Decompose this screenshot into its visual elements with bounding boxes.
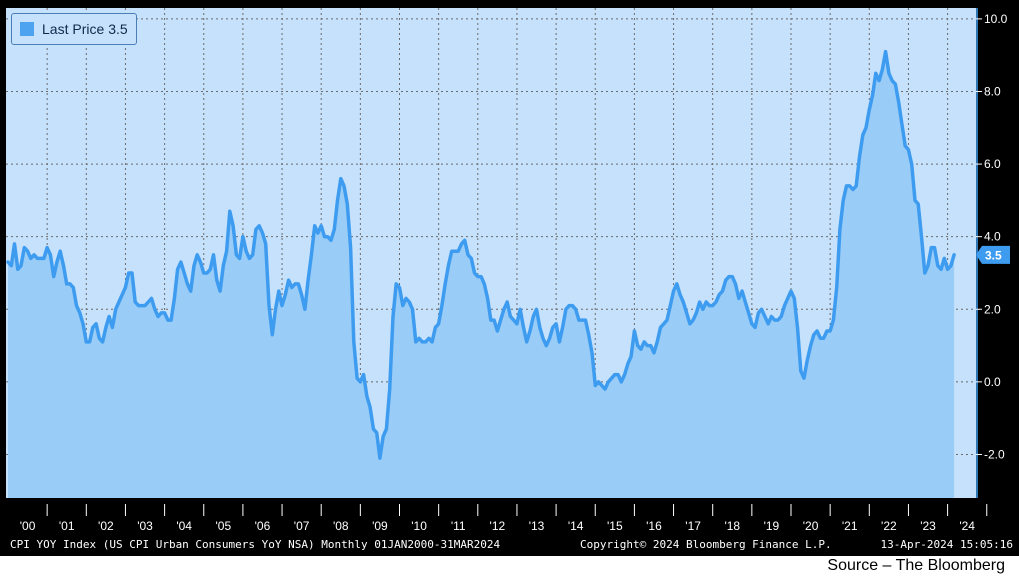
x-tick-label: '03 [137, 519, 153, 533]
x-tick-label: '05 [216, 519, 232, 533]
x-tick-label: '11 [451, 519, 466, 533]
x-tick-label: '07 [294, 519, 310, 533]
source-caption: Source – The Bloomberg [827, 557, 1005, 574]
cpi-line [6, 49, 956, 460]
x-tick-label: '16 [646, 519, 662, 533]
legend-value: 3.5 [108, 21, 128, 37]
x-tick-label: '24 [959, 519, 975, 533]
x-tick-label: '12 [490, 519, 506, 533]
y-tick-label: 2.0 [984, 302, 1001, 316]
x-tick-label: '21 [842, 519, 858, 533]
x-axis-ticks: '00 '01 '02 '03 '04 '05 '06 '07 '08 '09 '10 '11 '12 '… [20, 504, 988, 533]
x-tick-label: '08 [333, 519, 349, 533]
legend-label: Last Price [42, 21, 105, 37]
last-price-marker [976, 245, 1010, 264]
x-tick-label: '20 [803, 519, 819, 533]
y-tick-label: 10.0 [984, 12, 1008, 26]
y-tick-label: 6.0 [984, 157, 1001, 171]
y-tick-label: 8.0 [984, 84, 1001, 98]
cpi-yoy-chart: 10.08.06.04.02.00.0-2.0 '00'01'02'03'04 '… [6, 8, 1010, 533]
x-tick-label: '02 [98, 519, 114, 533]
x-tick-label: '15 [607, 519, 623, 533]
y-tick-label: 4.0 [984, 230, 1001, 244]
x-tick-label: '01 [59, 519, 75, 533]
x-tick-label: '22 [881, 519, 897, 533]
x-tick-label: '17 [685, 519, 701, 533]
footer-timestamp: 13-Apr-2024 15:05:16 [880, 538, 1013, 551]
x-tick-label: '13 [529, 519, 545, 533]
x-tick-label: '19 [764, 519, 780, 533]
x-tick-label: '14 [568, 519, 584, 533]
x-tick-label: '00 [20, 519, 36, 533]
footer-copyright: Copyright© 2024 Bloomberg Finance L.P. [580, 538, 832, 551]
x-tick-label: '23 [920, 519, 936, 533]
chart-frame: 10.0 8.0 6.0 4.0 2.0 0.0 -2.0 '00'01'02'03'04 '… [0, 0, 1019, 556]
x-tick-label: '09 [372, 519, 388, 533]
x-tick-label: '18 [724, 519, 740, 533]
x-tick-label: '06 [255, 519, 271, 533]
x-tick-label: '04 [176, 519, 192, 533]
y-tick-label: 0.0 [984, 375, 1001, 389]
y-axis-ticks: 10.0 8.0 6.0 4.0 2.0 0.0 -2.0 [976, 8, 1008, 498]
cpi-area-fill [8, 51, 955, 498]
legend: Last Price 3.5 [11, 13, 137, 45]
last-price-marker-group: 3.5 [976, 245, 1010, 264]
footer-series-description: CPI YOY Index (US CPI Urban Consumers Yo… [10, 538, 501, 551]
legend-swatch [20, 22, 34, 36]
last-price-marker-label: 3.5 [985, 248, 1002, 262]
y-tick-label: -2.0 [984, 447, 1005, 461]
x-tick-label: '10 [411, 519, 427, 533]
